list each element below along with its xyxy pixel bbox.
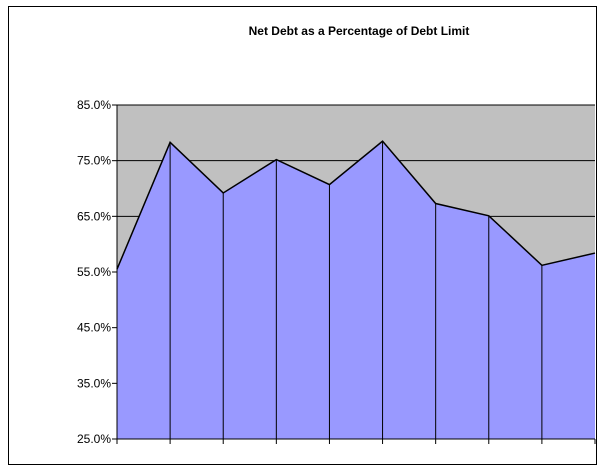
y-tick-label: 75.0% — [77, 154, 111, 168]
y-tick-label: 45.0% — [77, 321, 111, 335]
plot-area: 85.0% 75.0% 65.0% 55.0% 45.0% 35.0% 25.0% — [77, 98, 596, 446]
y-tick-label: 85.0% — [77, 98, 111, 112]
series-area — [117, 141, 595, 439]
y-tick-label: 55.0% — [77, 265, 111, 279]
y-tick-label: 35.0% — [77, 376, 111, 390]
y-tick-label: 25.0% — [77, 432, 111, 446]
series-line — [116, 140, 596, 270]
chart-title: Net Debt as a Percentage of Debt Limit — [249, 24, 470, 38]
y-tick-label: 65.0% — [77, 209, 111, 223]
